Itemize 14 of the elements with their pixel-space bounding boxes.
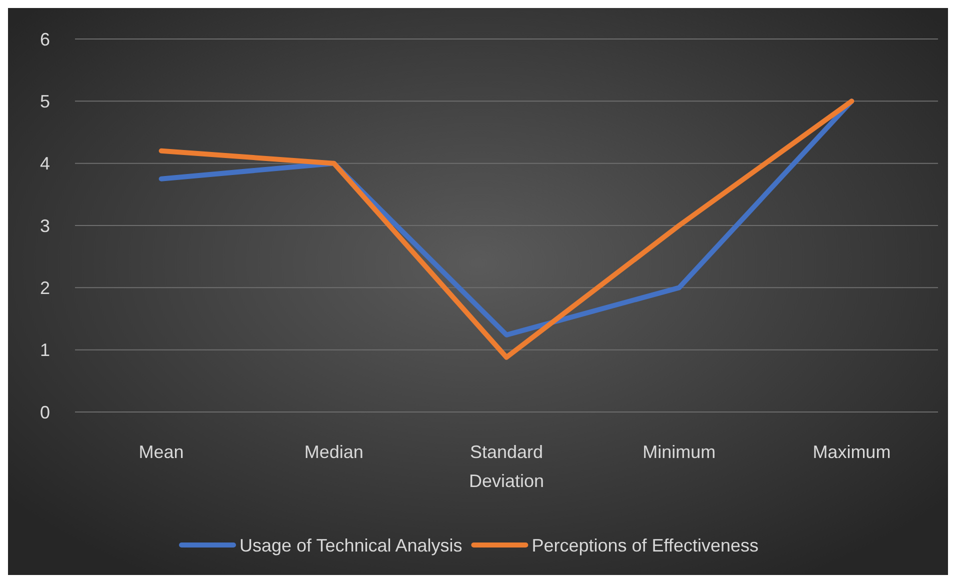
legend-label: Usage of Technical Analysis: [240, 535, 462, 556]
x-tick-label: Minimum: [642, 442, 716, 462]
y-tick-label: 1: [40, 340, 50, 360]
x-tick-label: Median: [304, 442, 364, 462]
y-tick-label: 5: [40, 91, 50, 112]
y-tick-label: 0: [40, 402, 50, 422]
x-tick-label: Maximum: [812, 442, 891, 462]
x-tick-label: Mean: [138, 442, 184, 462]
y-tick-label: 4: [40, 154, 50, 174]
y-tick-label: 3: [40, 216, 50, 236]
y-tick-label: 2: [40, 278, 50, 298]
x-tick-label: Standard Deviation: [468, 442, 544, 491]
legend-label: Perceptions of Effectiveness: [532, 535, 758, 556]
y-tick-label: 6: [40, 29, 50, 50]
